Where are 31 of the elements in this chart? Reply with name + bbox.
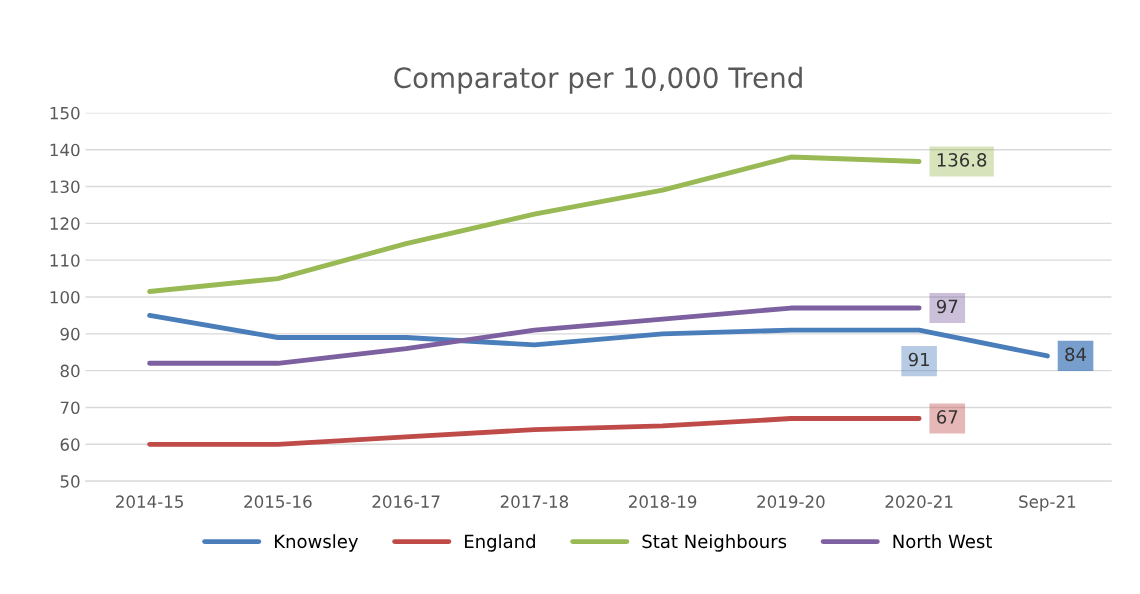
y-tick-label: 120 (50, 217, 80, 230)
y-tick-label: 60 (60, 438, 80, 451)
data-label: 91 (908, 352, 929, 367)
line-series (147, 416, 922, 447)
y-tick-label: 140 (50, 143, 80, 157)
y-tick-label: 90 (60, 327, 80, 341)
data-label: 84 (1065, 347, 1086, 362)
legend-label: England (465, 534, 535, 552)
data-label: 136.8 (937, 153, 987, 167)
x-tick-label: 2016-17 (372, 495, 440, 508)
data-label: 97 (936, 299, 958, 314)
x-tick-label: 2017-18 (500, 495, 569, 508)
x-tick-label: 2015-16 (244, 495, 312, 508)
y-tick-label: 110 (50, 254, 80, 267)
legend-label: North West (893, 534, 992, 549)
legend-label: Stat Neighbours (642, 534, 787, 552)
data-label: 67 (937, 410, 958, 424)
x-tick-label: 2019-20 (757, 495, 825, 508)
y-tick-label: 150 (50, 106, 80, 120)
chart-title: Comparator per 10,000 Trend (394, 66, 802, 94)
y-tick-label: 80 (60, 364, 80, 378)
x-tick-label: 2018-19 (629, 495, 697, 508)
legend-label: Knowsley (275, 534, 359, 552)
y-tick-label: 50 (60, 475, 80, 488)
x-tick-label: 2014-15 (116, 495, 183, 508)
y-tick-label: 70 (60, 401, 80, 415)
y-tick-label: 130 (50, 180, 80, 194)
y-tick-label: 100 (50, 290, 80, 304)
x-tick-label: Sep-21 (1019, 495, 1076, 512)
line-series (147, 154, 922, 294)
x-tick-label: 2020-21 (885, 495, 953, 508)
